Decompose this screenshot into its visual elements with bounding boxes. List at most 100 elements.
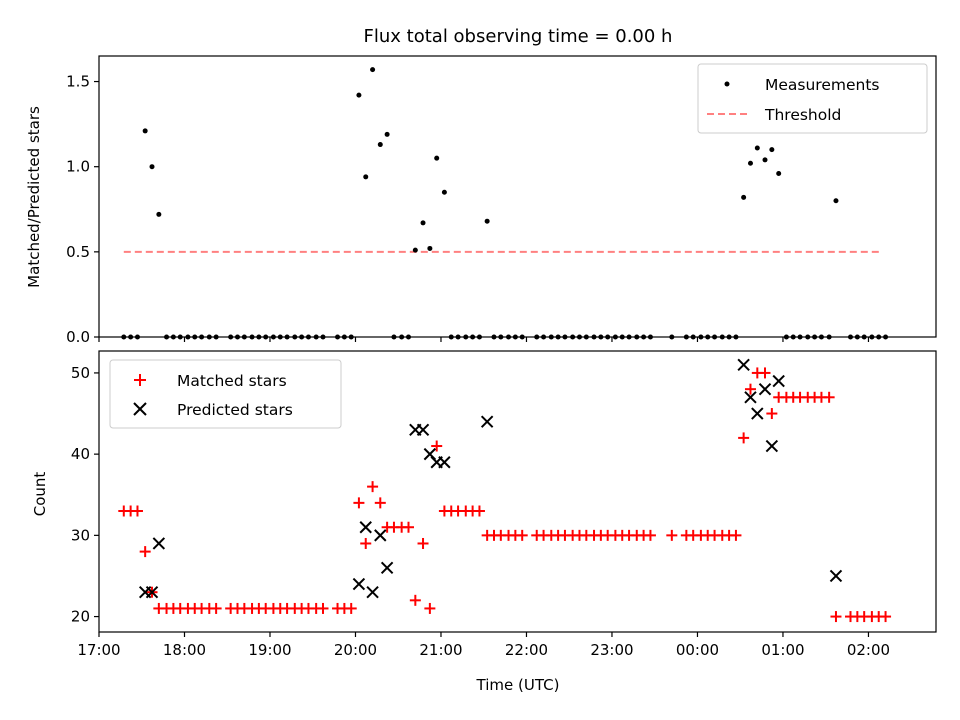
bottom-y-ticks: 20 30 40 50 xyxy=(71,364,99,626)
bottom-x-tick-label: 01:00 xyxy=(761,641,804,659)
top-axes-frame xyxy=(98,55,937,338)
predicted-star-point xyxy=(751,407,764,420)
measurement-point xyxy=(156,211,162,217)
measurement-point xyxy=(149,164,155,170)
measurement-point xyxy=(370,67,376,73)
measurement-point xyxy=(412,247,418,253)
measurement-point xyxy=(142,128,148,134)
matched-star-point xyxy=(830,611,842,623)
predicted-star-point xyxy=(374,529,387,542)
top-y-tick-label: 0.0 xyxy=(66,328,90,346)
bottom-x-tick-label: 18:00 xyxy=(163,641,206,659)
legend-matched-label: Matched stars xyxy=(177,372,287,390)
predicted-star-point xyxy=(145,585,159,599)
matched-star-point xyxy=(424,602,436,614)
predicted-star-point xyxy=(416,423,430,436)
matched-star-point xyxy=(766,408,778,420)
measurement-point xyxy=(762,157,768,163)
legend-matched-marker xyxy=(134,374,146,386)
predicted-star-points xyxy=(138,358,843,599)
bottom-x-ticks: 17:00 18:00 19:00 20:00 21:00 22:00 23:00 00:00… xyxy=(77,632,890,659)
bottom-legend-frame xyxy=(109,359,342,429)
measurement-point xyxy=(420,220,426,226)
measurement-point xyxy=(356,92,362,98)
predicted-star-point xyxy=(829,569,843,583)
bottom-y-tick-label: 50 xyxy=(71,364,90,382)
bottom-axes-frame xyxy=(98,350,937,633)
matched-star-point xyxy=(880,611,892,623)
bottom-x-tick-label: 19:00 xyxy=(248,641,291,659)
predicted-star-point xyxy=(438,456,451,469)
top-panel: 0.0 0.5 1.0 1.5 Matched/Predicted stars Mea… xyxy=(25,55,937,346)
measurement-point xyxy=(363,174,369,180)
predicted-star-point xyxy=(758,382,772,396)
matched-star-point xyxy=(353,497,365,509)
predicted-star-point xyxy=(359,521,372,534)
measurement-point xyxy=(441,189,447,195)
matched-star-point xyxy=(402,521,414,533)
matched-star-point xyxy=(417,537,429,549)
predicted-star-point xyxy=(480,415,494,428)
matched-star-point xyxy=(360,537,372,549)
bottom-y-tick-label: 20 xyxy=(71,608,90,626)
matched-star-point xyxy=(317,602,329,614)
bottom-x-tick-label: 22:00 xyxy=(505,641,548,659)
predicted-star-point xyxy=(152,537,166,550)
top-x-ticks xyxy=(98,337,870,342)
matched-star-point xyxy=(516,529,528,541)
measurement-point xyxy=(434,155,440,161)
bottom-x-axis-label: Time (UTC) xyxy=(476,676,560,694)
predicted-star-point xyxy=(366,585,379,599)
top-y-tick-label: 0.5 xyxy=(66,243,90,261)
measurement-point xyxy=(484,218,490,224)
top-y-axis-label: Matched/Predicted stars xyxy=(25,106,43,288)
measurement-point xyxy=(776,171,782,177)
bottom-x-tick-label: 02:00 xyxy=(847,641,890,659)
bottom-y-tick-label: 30 xyxy=(71,526,90,544)
bottom-x-tick-label: 20:00 xyxy=(334,641,377,659)
matched-star-points xyxy=(118,367,892,623)
bottom-x-tick-label: 17:00 xyxy=(77,641,120,659)
legend-threshold-label: Threshold xyxy=(764,106,841,124)
top-legend: Measurements Threshold xyxy=(697,63,928,134)
legend-predicted-marker xyxy=(133,402,147,416)
bottom-y-tick-label: 40 xyxy=(71,445,90,463)
measurement-point xyxy=(754,145,760,151)
predicted-star-point xyxy=(352,577,366,591)
bottom-y-axis-label: Count xyxy=(31,472,49,517)
matched-star-point xyxy=(131,505,143,517)
bottom-panel: 20 30 40 50 17:00 18:00 19:00 20:00 21:00 22:00 2… xyxy=(31,350,937,694)
top-legend-frame xyxy=(697,63,928,134)
matched-star-point xyxy=(473,505,485,517)
matched-star-point xyxy=(644,529,656,541)
bottom-x-tick-label: 21:00 xyxy=(419,641,462,659)
bottom-legend: Matched stars Predicted stars xyxy=(109,359,342,429)
predicted-star-point xyxy=(380,561,394,575)
matched-star-point xyxy=(823,391,835,403)
matched-star-point xyxy=(345,602,357,614)
top-y-ticks: 0.0 0.5 1.0 1.5 xyxy=(66,73,99,346)
matched-star-point xyxy=(738,432,750,444)
measurement-point xyxy=(741,194,747,200)
top-y-tick-label: 1.0 xyxy=(66,158,90,176)
predicted-star-point xyxy=(772,374,785,388)
measurement-point xyxy=(384,131,390,137)
measurement-point xyxy=(377,142,383,148)
matched-star-point xyxy=(730,529,742,541)
bottom-x-tick-label: 23:00 xyxy=(590,641,633,659)
matched-star-point xyxy=(374,497,386,509)
predicted-star-point xyxy=(737,358,750,372)
legend-predicted-label: Predicted stars xyxy=(177,401,293,419)
predicted-star-point xyxy=(744,391,757,404)
measurement-point xyxy=(427,245,433,251)
chart-title: Flux total observing time = 0.00 h xyxy=(364,26,673,47)
matched-star-point xyxy=(431,440,443,452)
measurement-point xyxy=(769,147,775,153)
top-y-tick-label: 1.5 xyxy=(66,73,90,91)
measurement-point xyxy=(747,160,753,166)
bottom-x-tick-label: 00:00 xyxy=(676,641,719,659)
predicted-star-point xyxy=(765,439,779,453)
matched-star-point xyxy=(409,594,421,606)
legend-measurements-label: Measurements xyxy=(765,76,880,94)
